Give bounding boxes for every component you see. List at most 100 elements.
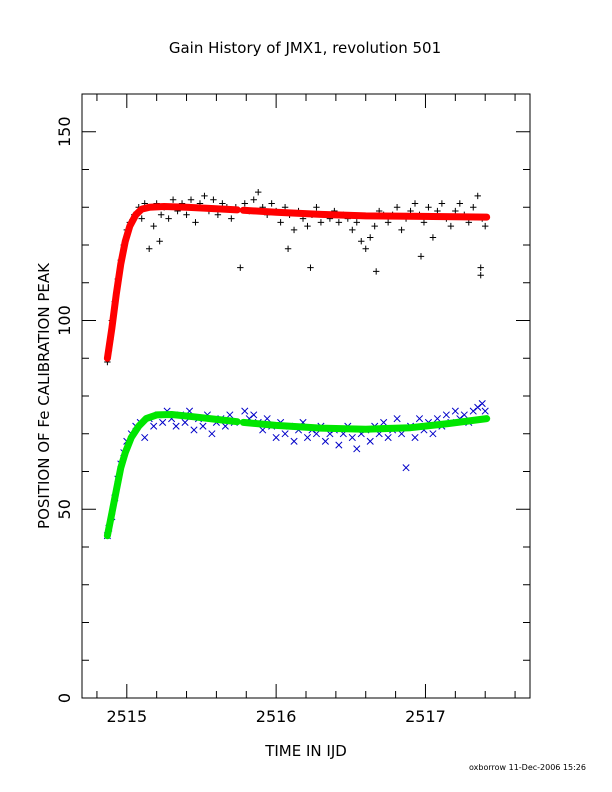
plot-frame [81,93,531,699]
data-point [290,437,298,445]
data-point [398,226,405,234]
y-tick-label: 0 [55,693,74,703]
data-point [156,238,163,245]
data-point [429,430,437,438]
data-point [452,207,459,215]
data-point [157,211,165,218]
y-tick-label: 50 [55,499,74,519]
data-point [447,222,455,230]
data-point [420,219,428,226]
data-point [169,196,177,203]
data-point [384,433,392,442]
data-point [192,219,199,226]
data-point [442,411,450,419]
data-point [417,253,425,260]
data-point [183,211,190,218]
plot-area [103,188,491,540]
data-point [172,422,180,430]
data-point [372,268,380,275]
data-point [335,219,343,226]
data-point [237,264,244,271]
data-point [268,200,275,207]
data-point [250,196,257,203]
series-2-points [103,399,489,540]
data-point [199,422,207,430]
data-point [150,222,157,230]
data-point [150,422,158,430]
data-point [478,399,486,408]
data-point [393,415,401,423]
fit-curve-2 [103,411,491,540]
data-point [451,407,459,415]
data-point [317,219,325,226]
data-point [210,196,217,203]
data-point [303,433,312,442]
data-point [384,219,392,226]
data-point [482,222,489,230]
data-point [481,407,489,415]
data-point [313,204,320,211]
y-tick-label: 150 [55,116,74,147]
data-point [290,226,298,234]
data-point [433,415,441,423]
data-point [470,204,477,211]
data-point [141,433,149,442]
data-point [190,426,198,434]
data-point [255,188,262,196]
data-point [460,411,468,419]
x-tick-label: 2516 [256,707,297,726]
data-point [214,211,222,218]
data-point [159,418,167,426]
data-point [353,445,361,453]
data-point [477,272,484,279]
data-point [353,219,360,226]
data-point [367,234,374,241]
data-point [425,204,432,211]
data-point [477,264,484,271]
data-point [226,411,234,419]
data-point [312,430,321,438]
data-point [380,418,388,426]
data-point [181,418,189,426]
y-tick-label: 100 [55,305,74,336]
axis-ticks: 0 50 100 150 2515 2516 2517 [55,93,530,726]
data-point [241,407,249,415]
data-point [138,215,145,222]
data-point [362,245,369,252]
data-point [474,192,481,200]
x-axis-label: TIME IN IJD [264,742,347,760]
data-point [398,430,406,438]
data-point [272,433,280,442]
data-point [349,226,356,234]
data-point [165,215,172,222]
data-point [358,238,365,245]
data-point [402,464,410,472]
data-point [201,192,208,200]
data-point [307,264,314,271]
data-point [415,415,424,423]
data-point [348,433,356,442]
data-point [321,437,329,445]
data-point [335,441,343,449]
data-point [393,204,401,211]
data-point [263,415,271,423]
x-tick-label: 2515 [106,707,147,726]
footer-credit: oxborrow 11-Dec-2006 15:26 [469,763,586,772]
data-point [208,430,216,438]
data-point [411,200,419,207]
data-point [371,222,378,230]
data-point [438,200,446,207]
data-point [456,200,464,207]
data-point [277,219,284,226]
data-point [366,437,374,445]
x-tick-label: 2517 [405,707,446,726]
data-point [281,430,289,438]
chart-title: Gain History of JMX1, revolution 501 [169,39,441,57]
data-point [146,245,153,252]
fit-curve-1 [103,203,491,362]
y-axis-label: POSITION OF Fe CALIBRATION PEAK [35,262,53,529]
data-point [429,234,437,241]
data-point [284,245,292,252]
data-point [228,215,235,222]
